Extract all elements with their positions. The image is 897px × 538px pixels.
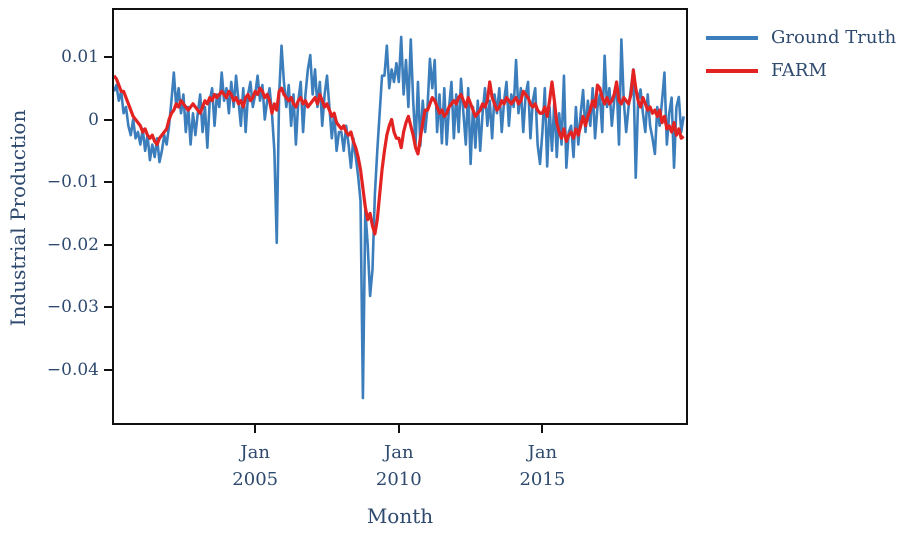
y-tick-label: −0.01 [46, 172, 99, 193]
y-tick-mark [104, 118, 112, 121]
x-tick-mark [397, 425, 400, 433]
y-tick-label: −0.04 [46, 359, 99, 380]
series-line-ground-truth [114, 35, 685, 400]
x-tick-mark [254, 425, 257, 433]
x-tick-label: Jan 2010 [375, 442, 422, 490]
y-axis-title: Industrial Production [6, 109, 30, 327]
y-tick-mark [104, 181, 112, 184]
plot-area [112, 8, 688, 425]
chart-svg [114, 35, 685, 400]
y-tick-label: 0 [88, 109, 99, 130]
y-tick-mark [104, 243, 112, 246]
legend-label: FARM [771, 60, 827, 81]
y-tick-label: 0.01 [61, 46, 99, 67]
y-tick-label: −0.02 [46, 234, 99, 255]
legend-item: FARM [706, 54, 894, 87]
x-tick-mark [541, 425, 544, 433]
series-line-farm [114, 68, 685, 236]
y-tick-mark [104, 55, 112, 58]
y-tick-mark [104, 306, 112, 309]
legend-line-swatch [706, 68, 758, 73]
y-tick-mark [104, 368, 112, 371]
legend-item: Ground Truth [706, 21, 897, 54]
x-tick-label: Jan 2005 [232, 442, 279, 490]
legend: Ground Truth FARM [706, 21, 897, 87]
y-tick-label: −0.03 [46, 297, 99, 318]
x-axis-title: Month [366, 504, 434, 528]
legend-label: Ground Truth [771, 27, 897, 48]
x-tick-label: Jan 2015 [519, 442, 566, 490]
legend-line-swatch [706, 35, 758, 40]
